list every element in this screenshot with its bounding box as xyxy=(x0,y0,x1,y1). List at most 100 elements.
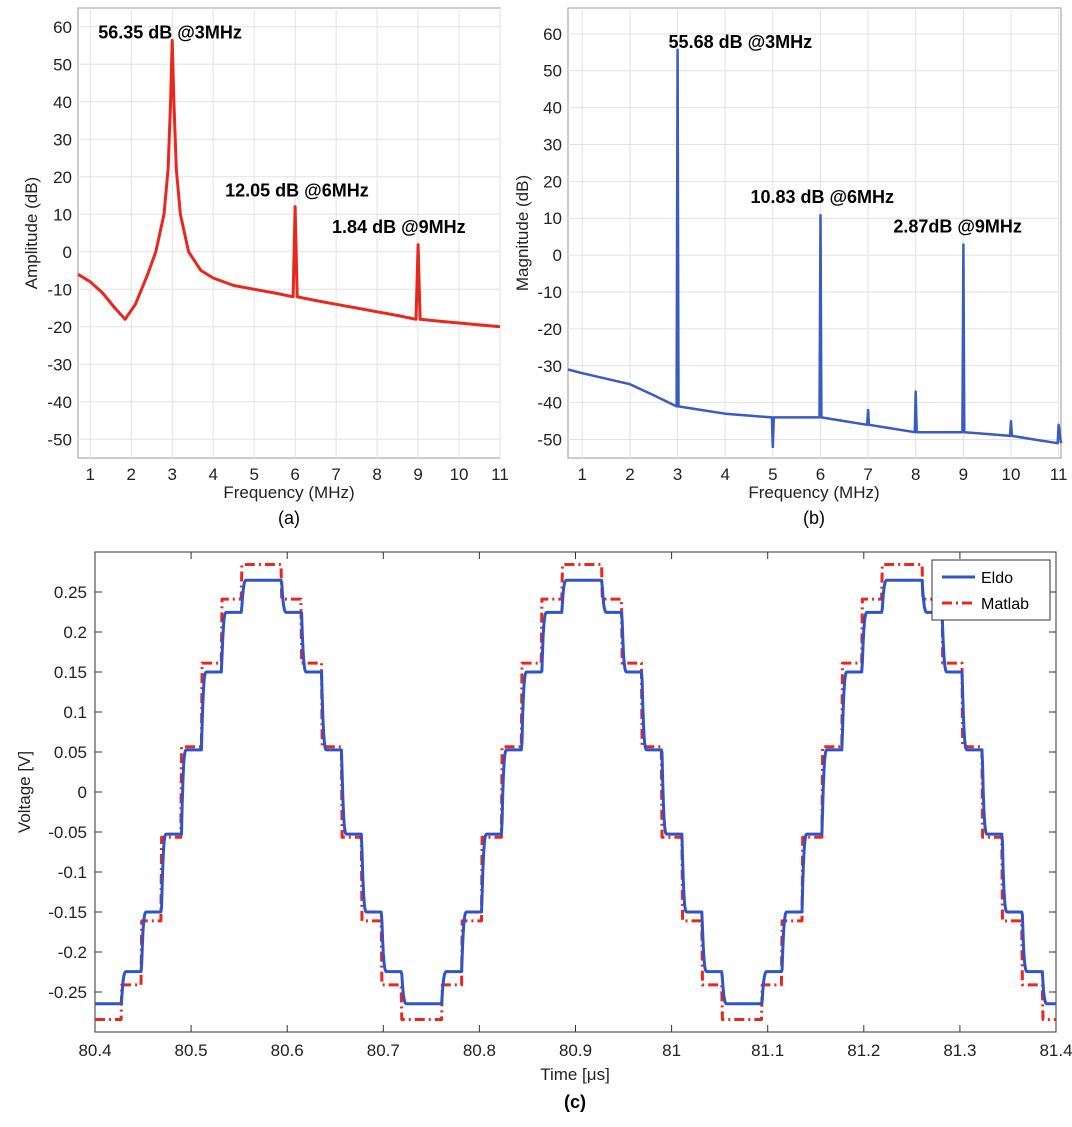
x-tick-label: 81.2 xyxy=(847,1041,880,1060)
panel-a-annotations: 56.35 dB @3MHz 12.05 dB @6MHz 1.84 dB @9MH… xyxy=(98,22,465,236)
x-tick-label: 1 xyxy=(578,465,587,484)
panel-c-y-ticks: 0.25 0.2 0.15 0.1 0.05 0 -0.05 -0.1 -0.15 -0.2 -0.… xyxy=(48,583,1056,1002)
panel-b-y-axis-label: Magnitude (dB) xyxy=(513,175,532,291)
y-tick-label: -50 xyxy=(47,430,72,449)
x-tick-label: 81 xyxy=(662,1041,681,1060)
y-tick-label: 0.25 xyxy=(54,583,87,602)
panel-a-plot-frame xyxy=(77,7,501,459)
x-tick-label: 7 xyxy=(863,465,872,484)
x-tick-label: 7 xyxy=(331,465,340,484)
peak-annotation: 12.05 dB @6MHz xyxy=(225,181,369,201)
panel-a-x-axis-label: Frequency (MHz) xyxy=(223,483,354,502)
x-tick-label: 6 xyxy=(290,465,299,484)
x-tick-label: 9 xyxy=(413,465,422,484)
x-tick-label: 2 xyxy=(127,465,136,484)
panel-c-x-ticks: 80.4 80.5 80.6 80.7 80.8 80.9 81 81.1 81.2 81.3 81… xyxy=(78,552,1072,1060)
x-tick-label: 10 xyxy=(450,465,469,484)
y-tick-label: 0.1 xyxy=(63,703,87,722)
x-tick-label: 80.4 xyxy=(78,1041,111,1060)
y-tick-label: -0.25 xyxy=(48,983,87,1002)
y-tick-label: -10 xyxy=(47,280,72,299)
x-tick-label: 2 xyxy=(625,465,634,484)
legend-matlab-label: Matlab xyxy=(981,596,1029,613)
y-tick-label: 50 xyxy=(53,55,72,74)
x-tick-label: 80.9 xyxy=(559,1041,592,1060)
y-tick-label: -40 xyxy=(537,394,562,413)
panel-b-magnitude-spectrum: 60 50 40 30 20 10 0 -10 -20 -30 -40 -50 1 2 3 4 5 6 7 8 9 10… xyxy=(513,7,1068,528)
panel-a-caption: (a) xyxy=(278,508,300,528)
y-tick-label: 10 xyxy=(53,205,72,224)
panel-c-caption: (c) xyxy=(564,1092,586,1112)
y-tick-label: 60 xyxy=(53,18,72,37)
panel-b-caption: (b) xyxy=(803,508,825,528)
y-tick-label: 20 xyxy=(53,168,72,187)
x-tick-label: 80.7 xyxy=(367,1041,400,1060)
x-tick-label: 4 xyxy=(720,465,729,484)
x-tick-label: 9 xyxy=(959,465,968,484)
panel-c-x-axis-label: Time [μs] xyxy=(540,1065,610,1084)
x-tick-label: 10 xyxy=(1002,465,1021,484)
panel-c-voltage-waveform: 0.25 0.2 0.15 0.1 0.05 0 -0.05 -0.1 -0.15 -0.2 -0.… xyxy=(15,551,1072,1112)
x-tick-label: 80.6 xyxy=(271,1041,304,1060)
x-tick-label: 3 xyxy=(673,465,682,484)
panel-c-legend: Eldo Matlab xyxy=(931,559,1051,621)
y-tick-label: -50 xyxy=(537,431,562,450)
x-tick-label: 11 xyxy=(1050,465,1068,484)
y-tick-label: 30 xyxy=(53,130,72,149)
y-tick-label: -20 xyxy=(537,320,562,339)
y-tick-label: 10 xyxy=(543,209,562,228)
legend-eldo-label: Eldo xyxy=(981,570,1013,587)
y-tick-label: 0.15 xyxy=(54,663,87,682)
peak-annotation: 10.83 dB @6MHz xyxy=(750,187,894,207)
peak-annotation: 56.35 dB @3MHz xyxy=(98,22,242,42)
y-tick-label: 0.2 xyxy=(63,623,87,642)
panel-c-y-axis-label: Voltage [V] xyxy=(15,751,34,833)
panel-b-y-ticks: 60 50 40 30 20 10 0 -10 -20 -30 -40 -50 xyxy=(537,25,562,450)
panel-b-x-ticks: 1 2 3 4 5 6 7 8 9 10 11 xyxy=(578,465,1068,484)
x-tick-label: 81.3 xyxy=(943,1041,976,1060)
y-tick-label: 0 xyxy=(63,243,72,262)
panel-b-plot-frame xyxy=(567,7,1062,459)
panel-b-grid xyxy=(568,8,1061,458)
y-tick-label: 0 xyxy=(553,246,562,265)
panel-c-plot-frame xyxy=(94,551,1057,1033)
y-tick-label: 40 xyxy=(543,99,562,118)
y-tick-label: 0.05 xyxy=(54,743,87,762)
x-tick-label: 81.4 xyxy=(1039,1041,1072,1060)
peak-annotation: 55.68 dB @3MHz xyxy=(669,32,813,52)
y-tick-label: -0.05 xyxy=(48,823,87,842)
panel-a-spectrum-line xyxy=(77,38,501,329)
y-tick-label: -30 xyxy=(537,357,562,376)
y-tick-label: -0.2 xyxy=(58,943,87,962)
y-tick-label: -10 xyxy=(537,283,562,302)
y-tick-label: 20 xyxy=(543,172,562,191)
y-tick-label: 40 xyxy=(53,93,72,112)
peak-annotation: 2.87dB @9MHz xyxy=(893,217,1022,237)
x-tick-label: 8 xyxy=(911,465,920,484)
panel-c-series-eldo-line xyxy=(94,578,1057,1006)
peak-annotation: 1.84 dB @9MHz xyxy=(332,217,466,237)
x-tick-label: 5 xyxy=(768,465,777,484)
y-tick-label: 30 xyxy=(543,135,562,154)
x-tick-label: 6 xyxy=(816,465,825,484)
y-tick-label: 0 xyxy=(78,783,87,802)
panel-b-annotations: 55.68 dB @3MHz 10.83 dB @6MHz 2.87dB @9MHz xyxy=(669,32,1022,237)
x-tick-label: 4 xyxy=(208,465,217,484)
panel-a-amplitude-spectrum: 60 50 40 30 20 10 0 -10 -20 -30 -40 -50 1 2 3 4 5 6 7 8 9 10… xyxy=(22,7,509,528)
x-tick-label: 8 xyxy=(372,465,381,484)
panel-a-y-ticks: 60 50 40 30 20 10 0 -10 -20 -30 -40 -50 xyxy=(47,18,72,450)
y-tick-label: -0.15 xyxy=(48,903,87,922)
y-tick-label: -40 xyxy=(47,393,72,412)
y-tick-label: 50 xyxy=(543,62,562,81)
x-tick-label: 81.1 xyxy=(751,1041,784,1060)
x-tick-label: 5 xyxy=(249,465,258,484)
x-tick-label: 3 xyxy=(167,465,176,484)
x-tick-label: 11 xyxy=(491,465,509,484)
legend-box xyxy=(931,559,1051,621)
panel-a-x-ticks: 1 2 3 4 5 6 7 8 9 10 11 xyxy=(86,465,509,484)
x-tick-label: 1 xyxy=(86,465,95,484)
y-tick-label: -20 xyxy=(47,318,72,337)
x-tick-label: 80.8 xyxy=(463,1041,496,1060)
x-tick-label: 80.5 xyxy=(175,1041,208,1060)
y-tick-label: -0.1 xyxy=(58,863,87,882)
